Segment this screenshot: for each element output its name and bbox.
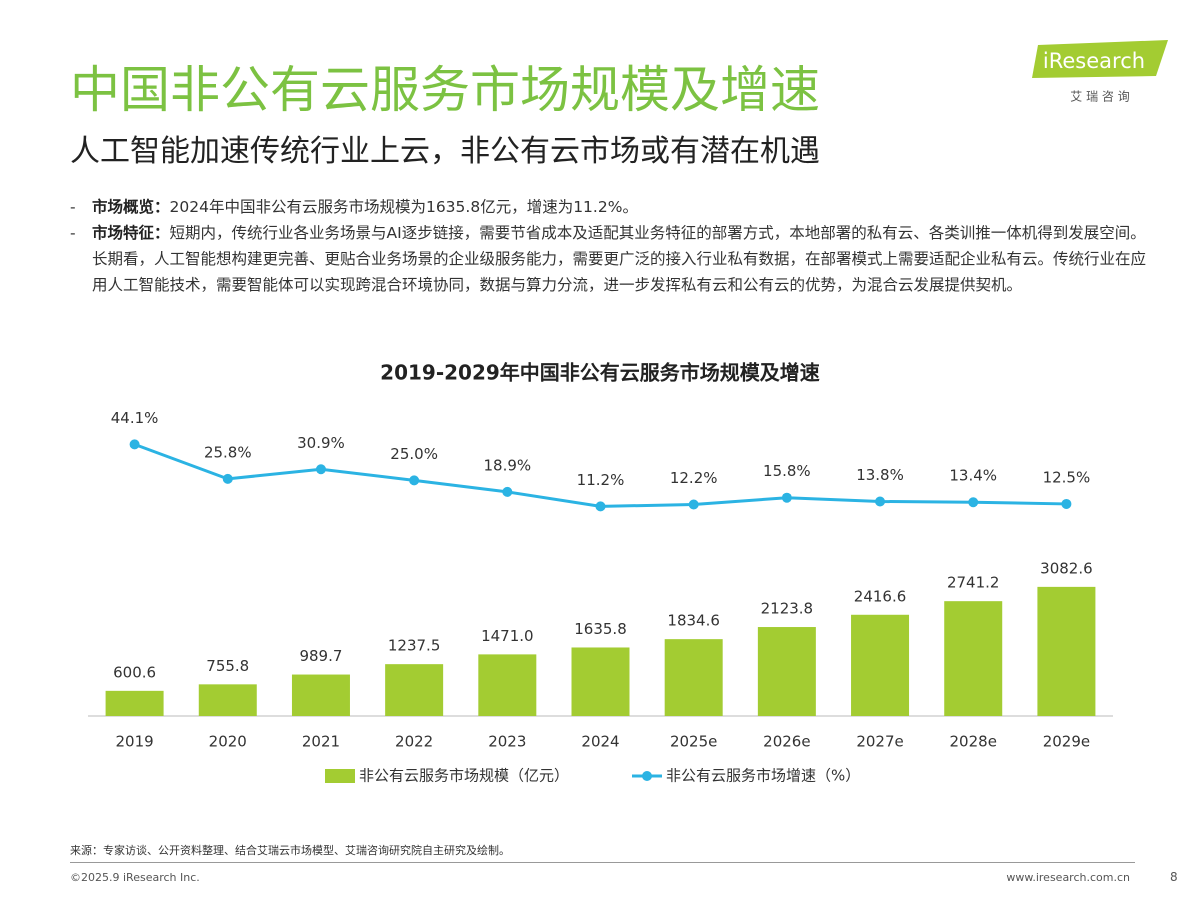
x-tick-label: 2019 <box>115 733 153 751</box>
bar-label: 3082.6 <box>1040 559 1093 577</box>
bullet: 市场概览：2024年中国非公有云服务市场规模为1635.8亿元，增速为11.2%… <box>70 194 1150 220</box>
bar <box>1037 586 1096 716</box>
line-label: 30.9% <box>297 434 345 452</box>
bar <box>105 690 164 716</box>
bar <box>291 674 350 716</box>
line-label: 12.5% <box>1043 468 1091 486</box>
bar <box>757 627 816 716</box>
bar-label: 600.6 <box>113 663 156 681</box>
logo-badge <box>1032 40 1168 78</box>
x-tick-label: 2028e <box>950 733 997 751</box>
line-marker <box>875 496 886 507</box>
bar <box>664 639 723 716</box>
line-label: 12.2% <box>670 469 718 487</box>
line-marker <box>595 501 606 512</box>
bar-label: 2123.8 <box>761 600 814 618</box>
line-marker <box>781 492 792 503</box>
footer-rule <box>70 862 1135 863</box>
line-label: 25.8% <box>204 443 252 461</box>
line-label: 44.1% <box>111 409 159 427</box>
bullet-label: 市场概览： <box>92 198 170 216</box>
line <box>134 442 1067 508</box>
x-tick-label: 2025e <box>670 733 717 751</box>
bar <box>198 684 257 716</box>
bar <box>944 601 1003 716</box>
bullet: 市场特征：短期内，传统行业各业务场景与AI逐步链接，需要节省成本及适配其业务特征… <box>70 220 1150 298</box>
x-tick-label: 2029e <box>1043 733 1090 751</box>
line-label: 15.8% <box>763 462 811 480</box>
x-tick-label: 2020 <box>209 733 247 751</box>
x-tick-label: 2023 <box>488 733 526 751</box>
legend-swatch <box>642 771 652 781</box>
bar <box>385 664 444 716</box>
bar-label: 2741.2 <box>947 574 1000 592</box>
legend-label: 非公有云服务市场增速（%） <box>666 767 860 785</box>
bullet-text: 短期内，传统行业各业务场景与AI逐步链接，需要节省成本及适配其业务特征的部署方式… <box>92 224 1147 294</box>
line-marker <box>129 439 140 450</box>
line-marker <box>409 475 420 486</box>
line-marker <box>1061 498 1072 509</box>
line-label: 13.8% <box>856 466 904 484</box>
bullet-text: 2024年中国非公有云服务市场规模为1635.8亿元，增速为11.2%。 <box>169 198 638 216</box>
line-marker <box>502 486 513 497</box>
legend-label: 非公有云服务市场规模（亿元） <box>359 767 569 785</box>
x-tick-label: 2022 <box>395 733 433 751</box>
line-label: 11.2% <box>577 471 625 489</box>
bar-label: 1471.0 <box>481 627 534 645</box>
bar-label: 1834.6 <box>667 612 720 630</box>
x-tick-label: 2021 <box>302 733 340 751</box>
bullet-label: 市场特征： <box>92 224 170 242</box>
bar-label: 1237.5 <box>388 637 441 655</box>
legend-swatch <box>325 769 355 783</box>
footer-url: www.iresearch.com.cn <box>1006 871 1130 884</box>
slide-subtitle: 人工智能加速传统行业上云，非公有云市场或有潜在机遇 <box>70 134 820 169</box>
page-number: 8 <box>1170 870 1178 884</box>
slide-title: 中国非公有云服务市场规模及增速 <box>70 61 820 119</box>
logo-brand: iResearch <box>1043 49 1145 73</box>
line-label: 18.9% <box>483 456 531 474</box>
x-tick-label: 2026e <box>763 733 810 751</box>
bar-label: 2416.6 <box>854 587 907 605</box>
bar-label: 755.8 <box>206 657 249 675</box>
bullet-list: 市场概览：2024年中国非公有云服务市场规模为1635.8亿元，增速为11.2%… <box>70 194 1150 298</box>
bar-label: 1635.8 <box>574 620 627 638</box>
logo-tagline: 艾 瑞 咨 询 <box>1070 89 1129 104</box>
x-tick-label: 2024 <box>581 733 619 751</box>
source-note: 来源：专家访谈、公开资料整理、结合艾瑞云市场模型、艾瑞咨询研究院自主研究及绘制。 <box>70 844 510 857</box>
line-label: 13.4% <box>949 467 997 485</box>
bar <box>851 614 910 716</box>
logo: iResearch 艾 瑞 咨 询 <box>1032 40 1168 104</box>
line-marker <box>688 499 699 510</box>
line-marker <box>315 464 326 475</box>
chart-title: 2019-2029年中国非公有云服务市场规模及增速 <box>380 361 820 385</box>
bar-label: 989.7 <box>299 647 342 665</box>
bar <box>478 654 537 716</box>
x-tick-label: 2027e <box>856 733 903 751</box>
bar <box>571 647 630 716</box>
line-marker <box>222 473 233 484</box>
copyright: ©2025.9 iResearch Inc. <box>70 871 200 884</box>
line-marker <box>968 497 979 508</box>
line-label: 25.0% <box>390 445 438 463</box>
